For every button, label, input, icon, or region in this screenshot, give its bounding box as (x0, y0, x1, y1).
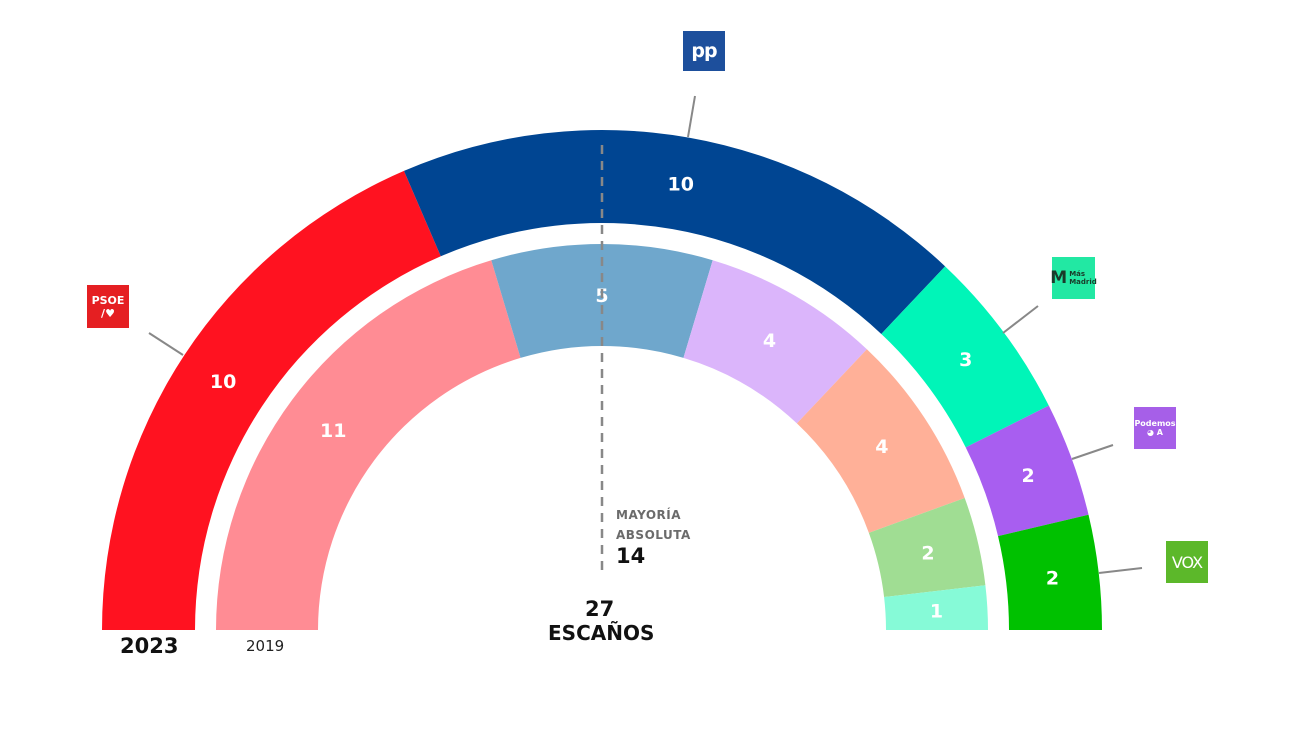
psoe-logo: PSOE/♥ (87, 285, 129, 328)
segment-seat-count: 3 (959, 349, 972, 371)
year-2023-label: 2023 (120, 634, 179, 658)
podemos-logo: Podemos ◕ A (1134, 407, 1176, 449)
ring-2023: 10 10 3 2 2 (102, 130, 1102, 630)
logo-leader-lines (148, 95, 1143, 574)
total-seats-label: ESCAÑOS (548, 621, 655, 645)
vox-logo: VOX (1166, 541, 1208, 583)
segment-seat-count: 1 (930, 601, 943, 623)
segment-pp-2019 (491, 244, 713, 358)
segment-seat-count: 10 (210, 371, 236, 393)
year-2019-label: 2019 (246, 637, 285, 655)
ring-2019: 1154421 (216, 244, 988, 630)
majority-number: 14 (616, 544, 646, 568)
segment-psoe-2023 (102, 170, 441, 630)
segment-seat-count: 2 (1046, 567, 1059, 589)
segment-seat-count: 2 (921, 543, 934, 565)
segment-podemos-2019 (868, 497, 986, 598)
segment-más-madrid-2019 (683, 260, 867, 424)
segment-seat-count: 11 (320, 420, 346, 442)
majority-label: MAYORÍA ABSOLUTA (616, 508, 691, 542)
pp-logo: pp (683, 31, 725, 71)
segment-seat-count: 4 (763, 330, 776, 352)
segment-seat-count: 2 (1022, 465, 1035, 487)
segment-podemos-2023 (965, 405, 1089, 537)
segment-psoe-2019 (216, 260, 521, 630)
segment-vox-2019 (884, 585, 988, 630)
segment-pp-2023 (403, 130, 946, 334)
segment-seat-count: 4 (875, 436, 888, 458)
segment-más-madrid-2023 (881, 266, 1049, 448)
mas-madrid-logo: M Más Madrid (1050, 257, 1097, 299)
segment-vox-2023 (998, 514, 1102, 630)
segment-ciudadanos-2019 (796, 349, 965, 533)
segment-seat-count: 10 (668, 173, 694, 195)
total-seats-number: 27 (585, 597, 615, 621)
